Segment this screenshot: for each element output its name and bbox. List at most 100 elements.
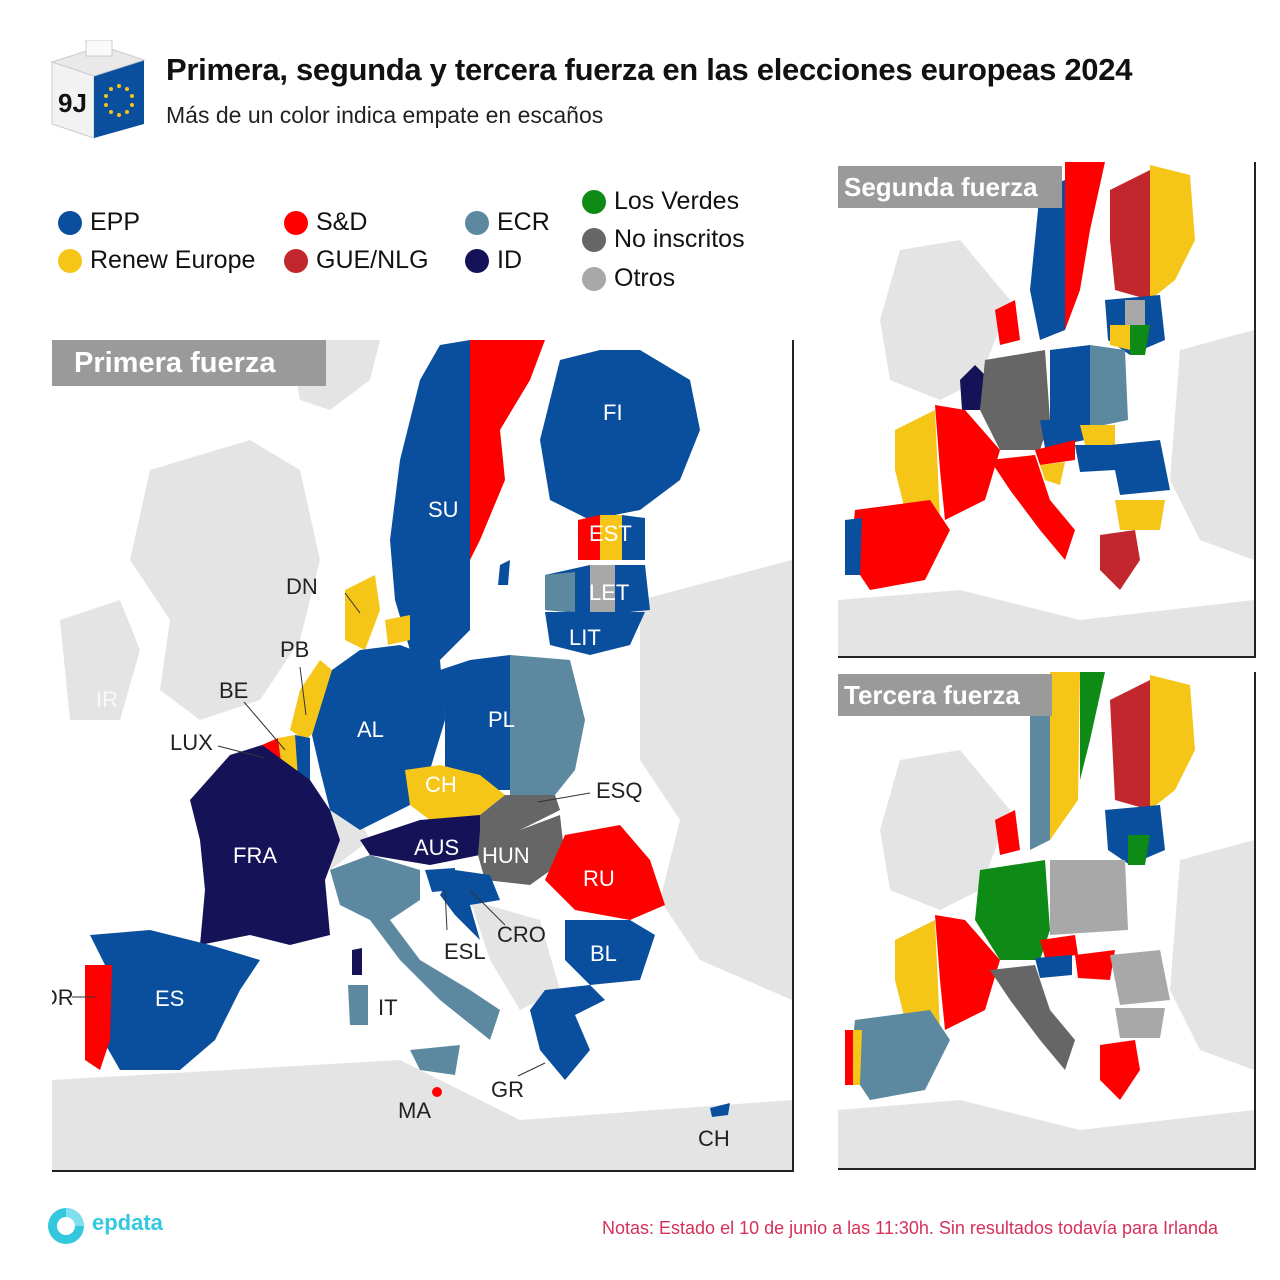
label-slovenia: ESL bbox=[444, 939, 486, 964]
epdata-logo-text: epdata bbox=[92, 1210, 163, 1235]
map-segunda-svg bbox=[838, 162, 1254, 656]
legend-label: EPP bbox=[90, 208, 141, 236]
country-portugal-sd bbox=[845, 1030, 853, 1085]
country-romania bbox=[545, 825, 665, 920]
outside-labels: DN PB BE LUX ESQ ESL CRO POR IT GR MA CH bbox=[52, 574, 730, 1151]
legend-swatch bbox=[465, 248, 489, 273]
island-gotland bbox=[498, 560, 510, 585]
label-latvia: LET bbox=[589, 580, 629, 605]
label-spain: ES bbox=[155, 986, 184, 1011]
legend-item-ecr: ECR bbox=[465, 208, 550, 237]
legend-label: ECR bbox=[497, 208, 550, 236]
label-greece: GR bbox=[491, 1077, 524, 1102]
country-sweden-ecr bbox=[1030, 690, 1050, 850]
ballot-text: 9J bbox=[58, 88, 87, 118]
label-czechia: CH bbox=[425, 772, 457, 797]
country-slovakia bbox=[480, 795, 560, 830]
legend-swatch bbox=[582, 266, 606, 291]
country-sweden-renew bbox=[1050, 672, 1080, 840]
label-slovakia: ESQ bbox=[596, 778, 642, 803]
country-france bbox=[190, 745, 340, 945]
country-italy bbox=[990, 965, 1075, 1070]
country-sweden bbox=[1030, 180, 1065, 340]
country-germany bbox=[975, 860, 1050, 960]
legend-swatch bbox=[582, 227, 606, 252]
map-tercera-fuerza: Tercera fuerza bbox=[838, 672, 1256, 1170]
country-sweden bbox=[390, 340, 470, 660]
legend-item-renew: Renew Europe bbox=[58, 246, 255, 275]
legend-item-sd: S&D bbox=[284, 208, 367, 237]
country-france-renew bbox=[895, 410, 940, 520]
label-netherlands: PB bbox=[280, 637, 309, 662]
label-denmark: DN bbox=[286, 574, 318, 599]
label-hungary: HUN bbox=[482, 843, 530, 868]
country-czechia bbox=[1040, 935, 1078, 958]
country-france-renew bbox=[895, 920, 940, 1030]
country-finland-gue bbox=[1110, 170, 1150, 300]
country-denmark bbox=[995, 300, 1020, 345]
country-france-sd bbox=[935, 405, 1000, 520]
country-portugal bbox=[85, 965, 112, 1070]
country-sweden-green bbox=[1080, 672, 1105, 780]
country-poland bbox=[1050, 860, 1128, 935]
country-finland-renew bbox=[1150, 675, 1195, 810]
label-ireland: IR bbox=[96, 687, 118, 712]
label-finland: FI bbox=[603, 400, 623, 425]
country-croatia bbox=[440, 870, 500, 940]
country-slovakia bbox=[1080, 425, 1115, 445]
background-land bbox=[838, 240, 1254, 656]
country-spain bbox=[850, 1010, 950, 1100]
country-france-sd bbox=[935, 915, 1000, 1030]
label-austria: AUS bbox=[414, 835, 459, 860]
country-estonia-epp bbox=[622, 515, 645, 560]
country-finland-gue bbox=[1110, 680, 1150, 810]
label-romania: RU bbox=[583, 866, 615, 891]
island-corsica bbox=[352, 948, 362, 975]
island-sardinia bbox=[348, 985, 368, 1025]
country-poland-ecr bbox=[510, 655, 585, 795]
label-bulgaria: BL bbox=[590, 941, 617, 966]
leader-lines bbox=[72, 592, 591, 1077]
country-belgium-epp bbox=[295, 735, 310, 780]
country-hungary bbox=[1075, 950, 1115, 980]
page-title: Primera, segunda y tercera fuerza en las… bbox=[166, 52, 1133, 87]
country-romania bbox=[1110, 440, 1170, 495]
legend-label: GUE/NLG bbox=[316, 246, 429, 274]
label-lithuania: LIT bbox=[569, 625, 601, 650]
country-poland-epp bbox=[440, 655, 510, 790]
legend-label: S&D bbox=[316, 208, 368, 236]
map-primera-fuerza: FI SU EST LET LIT IR AL PL CH AUS HUN RU… bbox=[52, 340, 794, 1172]
country-austria bbox=[1035, 440, 1075, 465]
page-subtitle: Más de un color indica empate en escaños bbox=[166, 102, 604, 128]
country-finland bbox=[540, 350, 700, 520]
legend-swatch bbox=[284, 248, 308, 273]
country-bulgaria bbox=[1115, 1008, 1165, 1038]
country-portugal-renew bbox=[853, 1030, 862, 1085]
country-italy bbox=[330, 855, 500, 1040]
country-lithuania bbox=[545, 612, 645, 655]
country-croatia bbox=[1040, 462, 1065, 485]
country-latvia-otros bbox=[1125, 300, 1145, 325]
country-hungary bbox=[478, 815, 565, 885]
country-netherlands bbox=[960, 365, 985, 410]
country-latvia-ecr bbox=[545, 572, 575, 612]
country-romania bbox=[1110, 950, 1170, 1005]
label-cyprus: CH bbox=[698, 1126, 730, 1151]
country-estonia-renew bbox=[600, 515, 622, 560]
label-luxembourg: LUX bbox=[170, 730, 213, 755]
country-greece bbox=[1100, 530, 1140, 590]
country-denmark-island bbox=[385, 615, 410, 645]
country-hungary bbox=[1075, 445, 1115, 472]
country-denmark bbox=[995, 810, 1020, 855]
country-bulgaria bbox=[1115, 500, 1165, 530]
country-spain bbox=[850, 500, 950, 590]
island-cyprus bbox=[710, 1103, 730, 1117]
country-sweden-sd bbox=[470, 340, 545, 560]
country-italy bbox=[990, 455, 1075, 560]
country-lithuania-renew bbox=[1110, 325, 1130, 350]
legend-label: Renew Europe bbox=[90, 246, 256, 274]
legend-label: Otros bbox=[614, 264, 676, 292]
label-france: FRA bbox=[233, 843, 277, 868]
country-greece bbox=[530, 985, 605, 1080]
country-sweden-sd bbox=[1065, 162, 1105, 330]
